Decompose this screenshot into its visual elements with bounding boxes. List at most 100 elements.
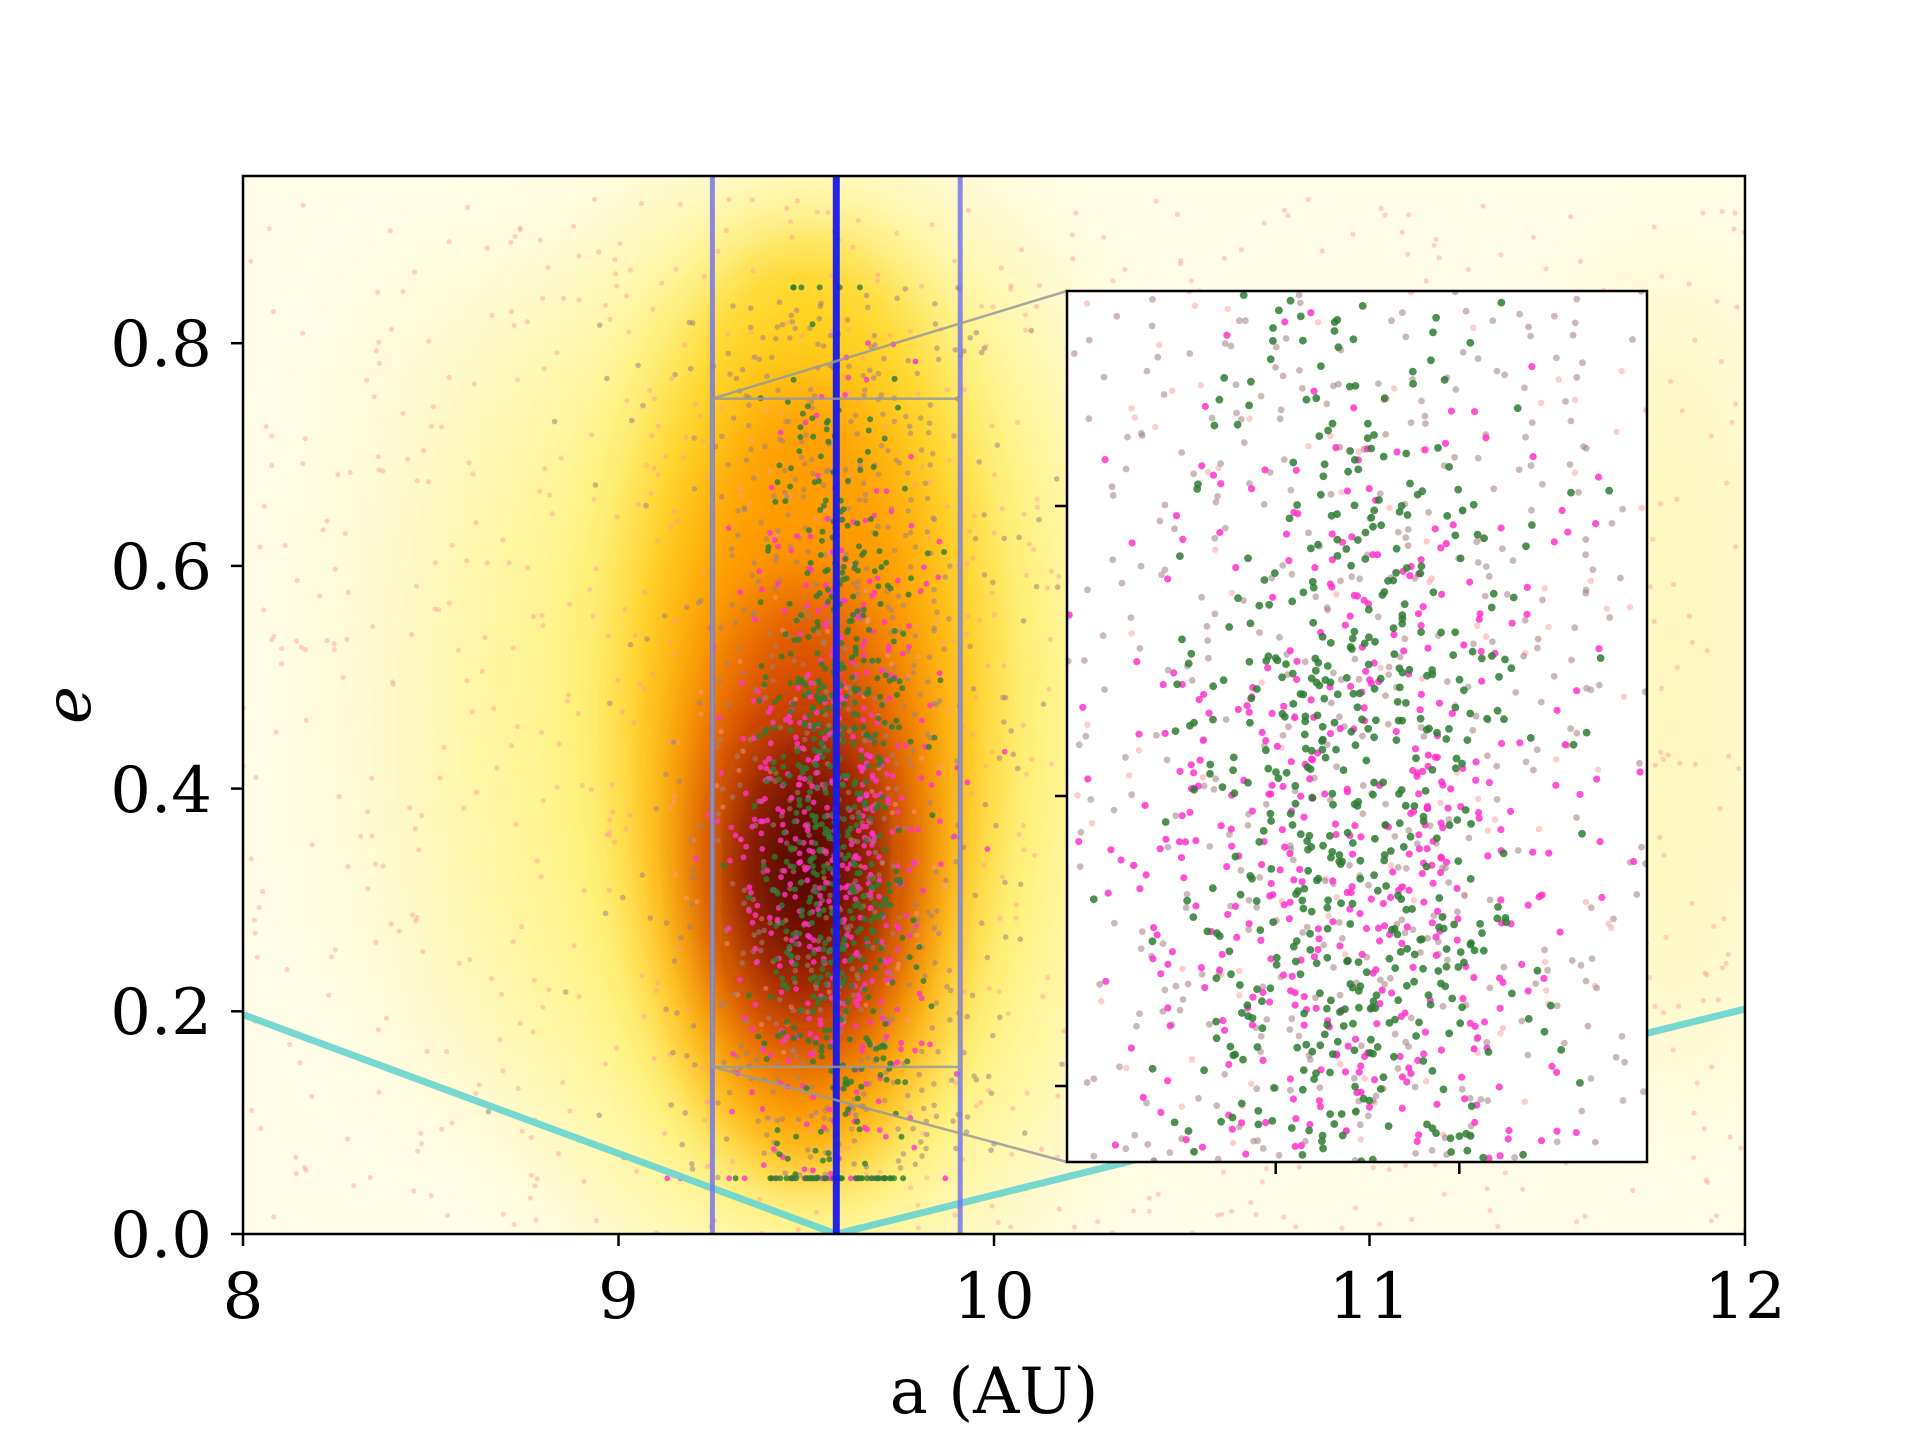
scatter-point: [1036, 282, 1042, 289]
inset-point: [1466, 875, 1475, 883]
scatter-point: [881, 435, 888, 442]
scatter-point: [605, 633, 611, 639]
inset-point: [1496, 1152, 1504, 1160]
scatter-point: [900, 602, 906, 609]
inset-point: [1515, 466, 1523, 473]
inset-point: [1333, 552, 1342, 560]
scatter-point: [668, 1102, 674, 1108]
inset-point: [1454, 485, 1463, 494]
scatter-point: [923, 1145, 929, 1152]
scatter-point: [248, 258, 254, 264]
scatter-point: [857, 763, 863, 770]
inset-point: [1342, 674, 1351, 682]
inset-point: [1337, 577, 1344, 585]
scatter-point: [757, 599, 764, 606]
scatter-point: [916, 1071, 923, 1078]
scatter-point: [875, 272, 881, 278]
scatter-point: [540, 797, 546, 804]
inset-point: [1327, 996, 1335, 1005]
scatter-point: [668, 524, 674, 531]
scatter-point: [302, 436, 308, 442]
scatter-point: [902, 825, 908, 831]
scatter-point: [497, 1037, 503, 1043]
scatter-point: [671, 798, 677, 804]
inset-point: [1487, 603, 1496, 612]
scatter-point: [489, 312, 495, 318]
inset-point: [1525, 323, 1532, 331]
inset-point: [1451, 531, 1460, 540]
scatter-point: [783, 928, 790, 935]
inset-point: [1166, 1149, 1174, 1156]
inset-point: [1365, 633, 1373, 642]
scatter-point: [906, 643, 912, 650]
inset-point: [1546, 1001, 1555, 1010]
inset-point: [1305, 442, 1312, 450]
scatter-point: [871, 332, 878, 339]
scatter-point: [684, 604, 690, 611]
inset-point: [1369, 997, 1378, 1006]
scatter-point: [1520, 1186, 1526, 1192]
scatter-point: [899, 795, 905, 801]
scatter-point: [972, 892, 979, 899]
inset-point: [1415, 845, 1423, 853]
scatter-point: [766, 468, 773, 474]
inset-point: [1090, 1152, 1098, 1160]
inset-point: [1312, 678, 1321, 687]
inset-point: [1476, 610, 1484, 618]
scatter-point: [859, 1043, 866, 1049]
scatter-point: [755, 1033, 762, 1040]
scatter-point: [804, 827, 811, 834]
inset-point: [1316, 1041, 1325, 1050]
scatter-point: [916, 944, 923, 950]
inset-point: [1291, 989, 1299, 997]
scatter-point: [1465, 267, 1471, 273]
scatter-point: [755, 733, 762, 740]
scatter-point: [780, 763, 787, 770]
scatter-point: [1028, 327, 1035, 334]
scatter-point: [773, 557, 779, 564]
scatter-point: [414, 478, 420, 484]
scatter-point: [519, 924, 525, 930]
scatter-point: [1002, 694, 1009, 701]
scatter-point: [844, 832, 851, 839]
scatter-point: [981, 572, 988, 578]
inset-point: [1127, 1044, 1135, 1052]
scatter-point: [876, 833, 883, 840]
inset-point: [1107, 846, 1115, 854]
inset-point: [1136, 1010, 1143, 1018]
scatter-point: [1692, 761, 1698, 767]
scatter-point: [776, 299, 783, 306]
inset-point: [1272, 768, 1280, 776]
inset-point: [1221, 524, 1229, 532]
scatter-point: [779, 919, 786, 926]
scatter-point: [812, 393, 818, 399]
scatter-point: [843, 551, 849, 557]
scatter-point: [387, 228, 393, 234]
scatter-point: [1674, 496, 1680, 503]
scatter-point: [908, 522, 915, 529]
scatter-point: [743, 457, 750, 464]
scatter-point: [838, 1016, 845, 1023]
inset-point: [1276, 415, 1284, 423]
inset-point: [1341, 1005, 1349, 1013]
scatter-point: [924, 529, 931, 535]
inset-point: [1428, 1147, 1436, 1154]
scatter-point: [575, 710, 581, 717]
inset-point: [1267, 879, 1275, 888]
scatter-point: [715, 248, 721, 254]
scatter-point: [1717, 805, 1723, 812]
inset-point: [1275, 306, 1283, 315]
inset-point: [1339, 1022, 1348, 1030]
inset-point: [1576, 1079, 1584, 1087]
scatter-point: [1647, 584, 1654, 590]
inset-point: [1370, 431, 1378, 439]
inset-point: [1508, 989, 1516, 998]
inset-point: [1102, 977, 1110, 985]
inset-point: [1225, 623, 1234, 631]
inset-point: [1312, 394, 1321, 403]
scatter-point: [554, 784, 560, 790]
scatter-point: [524, 319, 531, 325]
scatter-point: [845, 477, 852, 484]
inset-point: [1084, 721, 1091, 728]
inset-point: [1323, 924, 1332, 933]
